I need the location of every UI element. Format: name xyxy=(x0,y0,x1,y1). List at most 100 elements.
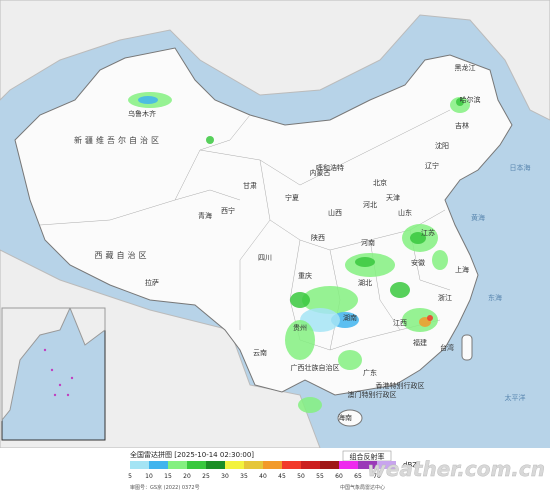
sea-label: 黄海 xyxy=(471,213,485,222)
color-swatch xyxy=(225,461,244,469)
echo xyxy=(427,315,433,321)
unit-label: dBZ xyxy=(403,461,417,469)
echo xyxy=(298,397,322,413)
place-label: 安徽 xyxy=(411,258,425,267)
echo xyxy=(432,250,448,270)
neighbor-land xyxy=(0,0,550,121)
place-label: 浙江 xyxy=(438,293,452,302)
product-label: 组合反射率 xyxy=(350,452,385,461)
place-label: 海南 xyxy=(338,413,352,422)
echo xyxy=(302,286,358,314)
tick-label: 65 xyxy=(354,473,362,480)
legend-panel xyxy=(0,448,550,492)
place-label: 澳门特别行政区 xyxy=(348,390,397,399)
place-label: 台湾 xyxy=(440,343,454,352)
place-label: 新疆维吾尔自治区 xyxy=(74,135,162,145)
echo xyxy=(285,320,315,360)
color-swatch xyxy=(149,461,168,469)
inset-land xyxy=(69,307,106,346)
place-label: 四川 xyxy=(258,254,272,262)
place-label: 湖南 xyxy=(343,313,357,322)
color-bar: 5 10 15 20 25 30 35 40 45 50 55 60 65 70 xyxy=(128,461,396,480)
place-label: 湖北 xyxy=(358,278,372,287)
place-label: 辽宁 xyxy=(425,161,439,170)
tick-label: 25 xyxy=(202,473,210,480)
echo xyxy=(338,350,362,370)
tick-label: 30 xyxy=(221,473,229,480)
tick-label: 70 xyxy=(373,473,381,480)
place-label: 江苏 xyxy=(421,228,435,237)
watermark: weather.com.cn xyxy=(367,457,545,481)
place-label: 沈阳 xyxy=(435,141,449,150)
place-label: 云南 xyxy=(253,348,267,357)
color-swatch xyxy=(358,461,377,469)
inset-islands xyxy=(43,348,74,397)
place-label: 西宁 xyxy=(221,206,235,215)
tick-label: 20 xyxy=(183,473,191,480)
radar-echoes xyxy=(128,92,470,413)
sea-label: 太平洋 xyxy=(505,393,526,402)
tick-label: 55 xyxy=(316,473,324,480)
tick-label: 45 xyxy=(278,473,286,480)
echo xyxy=(138,96,158,104)
place-label: 重庆 xyxy=(298,271,312,280)
color-swatch xyxy=(206,461,225,469)
place-label: 吉林 xyxy=(455,121,469,130)
legend-title: 全国雷达拼图 [2025-10-14 02:30:00] xyxy=(130,450,254,459)
place-label: 上海 xyxy=(455,265,469,274)
color-swatch xyxy=(377,461,396,469)
place-label: 青海 xyxy=(198,211,212,220)
place-label: 陕西 xyxy=(311,233,325,242)
color-swatch xyxy=(301,461,320,469)
place-label: 哈尔滨 xyxy=(460,95,481,104)
place-label: 乌鲁木齐 xyxy=(128,109,156,118)
place-label: 河北 xyxy=(363,201,377,209)
tick-label: 50 xyxy=(297,473,305,480)
inset-land xyxy=(1,307,71,422)
place-label: 甘肃 xyxy=(243,181,257,190)
taiwan xyxy=(461,334,473,361)
color-swatch xyxy=(339,461,358,469)
place-label: 山西 xyxy=(328,208,342,217)
color-swatch xyxy=(244,461,263,469)
place-label: 香港特别行政区 xyxy=(376,381,425,390)
place-label: 北京 xyxy=(373,178,387,187)
echo xyxy=(206,136,214,144)
color-swatch xyxy=(320,461,339,469)
place-label: 天津 xyxy=(386,194,400,202)
color-swatch xyxy=(187,461,206,469)
place-label: 山东 xyxy=(398,208,412,217)
place-label: 江西 xyxy=(393,319,407,327)
place-label: 宁夏 xyxy=(285,193,299,202)
color-swatch xyxy=(282,461,301,469)
color-swatch xyxy=(168,461,187,469)
sea-label: 日本海 xyxy=(510,163,531,172)
echo xyxy=(290,292,310,308)
echo xyxy=(410,232,426,244)
color-swatch xyxy=(130,461,149,469)
place-label: 广东 xyxy=(363,368,377,377)
place-label: 内蒙古 xyxy=(310,168,331,177)
place-label: 河南 xyxy=(361,238,375,247)
place-label: 呼和浩特 xyxy=(316,163,344,172)
approval-number: 审图号：GS京 (2022) 0372号 xyxy=(130,484,200,491)
tick-label: 60 xyxy=(335,473,343,480)
place-label: 西藏自治区 xyxy=(95,250,150,260)
echo xyxy=(390,282,410,298)
place-label: 拉萨 xyxy=(145,278,159,287)
sea-label: 东海 xyxy=(488,293,502,302)
source: 中国气象局雷达中心 xyxy=(340,484,385,491)
echo xyxy=(355,257,375,267)
place-label: 福建 xyxy=(413,338,427,347)
hainan xyxy=(337,409,363,427)
tick-label: 15 xyxy=(164,473,172,480)
tick-label: 35 xyxy=(240,473,248,480)
place-label: 黑龙江 xyxy=(455,63,476,72)
china-outline xyxy=(14,47,513,396)
color-swatch xyxy=(263,461,282,469)
tick-label: 40 xyxy=(259,473,267,480)
tick-label: 5 xyxy=(128,473,132,480)
